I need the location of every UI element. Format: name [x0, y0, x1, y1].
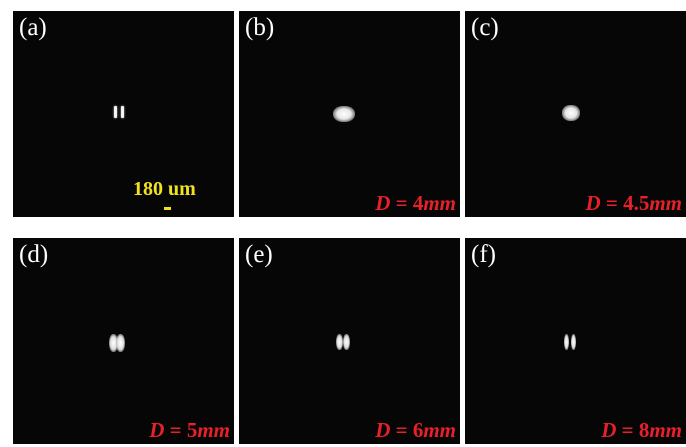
panel-c: (c) D = 4.5mm	[465, 11, 686, 217]
reconstructed-spot	[333, 106, 355, 122]
panel-label: (d)	[19, 241, 49, 268]
distance-label: D = 8mm	[601, 418, 682, 442]
distance-label: D = 4mm	[375, 191, 456, 215]
panel-e: (e) D = 6mm	[239, 238, 460, 444]
panel-label: (a)	[19, 14, 47, 41]
scale-bar	[164, 207, 171, 210]
scale-bar-label: 180 um	[133, 178, 196, 200]
panel-label: (e)	[245, 241, 273, 268]
reconstructed-spot	[562, 105, 580, 121]
double-slit-object	[114, 106, 124, 118]
reconstructed-spot	[564, 334, 576, 350]
distance-label: D = 4.5mm	[585, 191, 682, 215]
panel-label: (c)	[471, 14, 499, 41]
distance-label: D = 6mm	[375, 418, 456, 442]
distance-label: D = 5mm	[149, 418, 230, 442]
panel-d: (d) D = 5mm	[13, 238, 234, 444]
reconstructed-spot	[109, 334, 125, 352]
reconstructed-spot	[336, 334, 350, 350]
panel-b: (b) D = 4mm	[239, 11, 460, 217]
panel-a: (a) 180 um	[13, 11, 234, 217]
panel-f: (f) D = 8mm	[465, 238, 686, 444]
panel-label: (f)	[471, 241, 496, 268]
panel-label: (b)	[245, 14, 275, 41]
